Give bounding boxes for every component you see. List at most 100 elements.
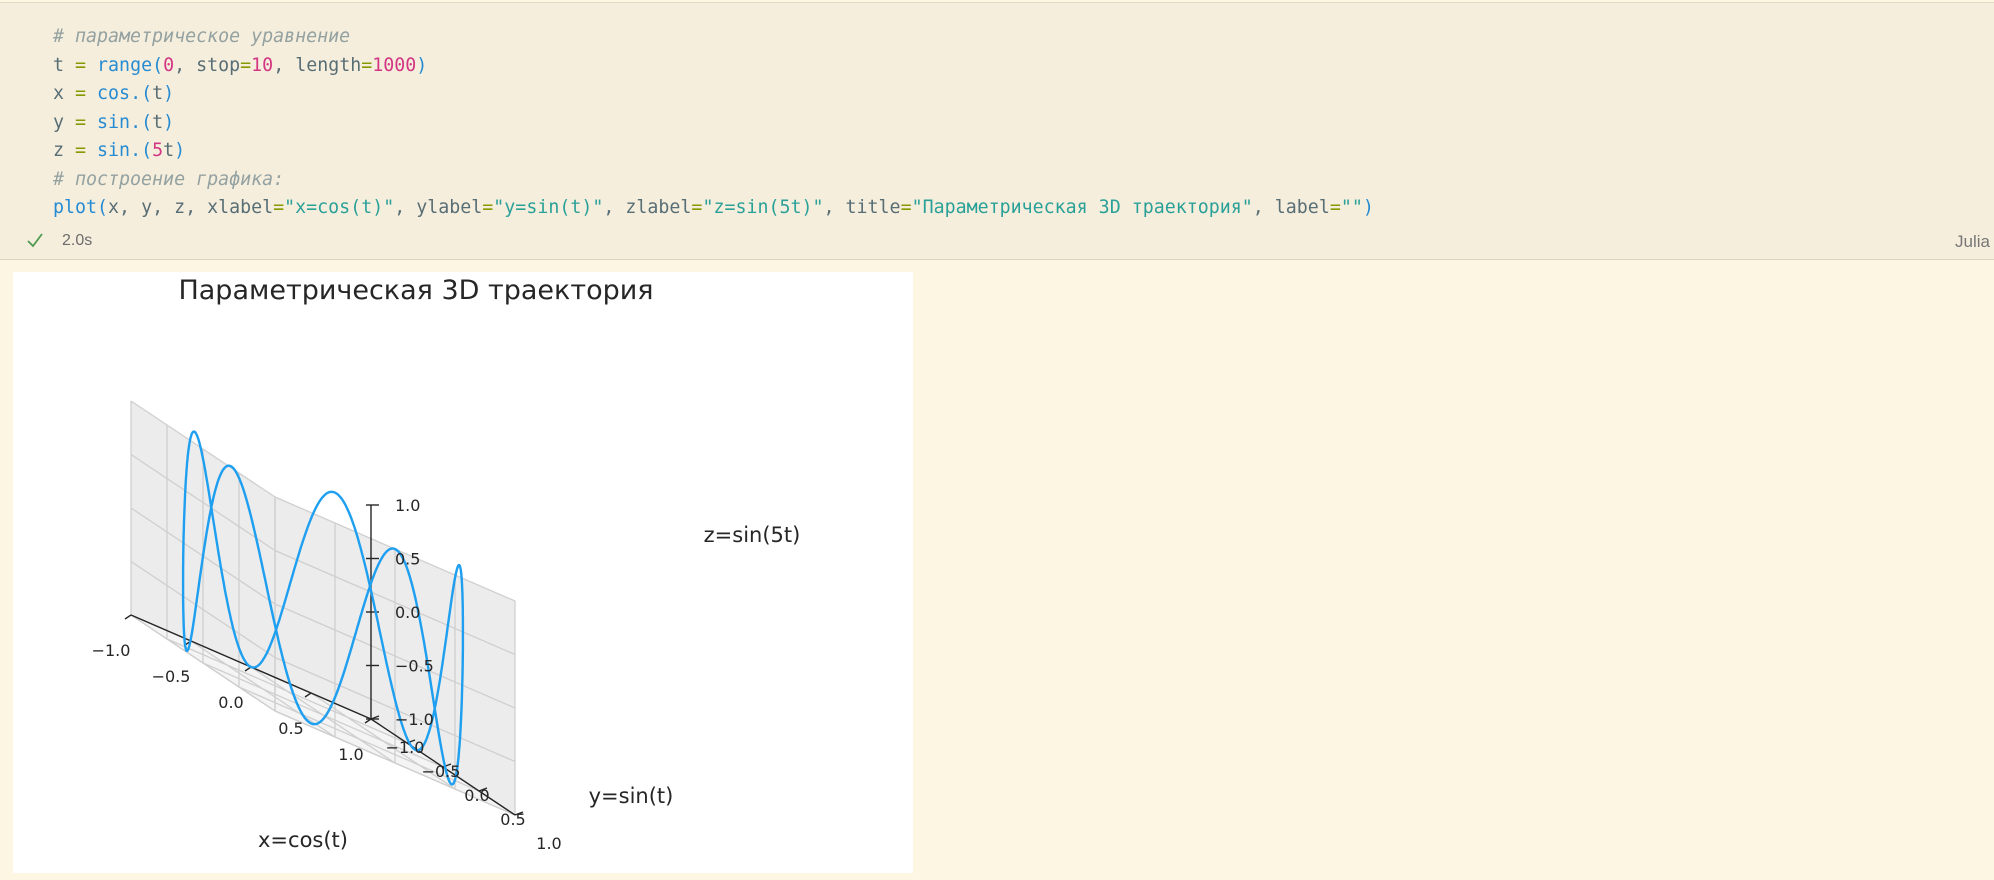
tick-label: −0.5 (152, 667, 191, 686)
tick-label: 1.0 (338, 745, 363, 764)
code-token: , label (1252, 197, 1330, 218)
code-token: y (53, 111, 76, 133)
code-token: cos. (97, 83, 142, 104)
cell-status-bar: 2.0s Julia (0, 226, 1994, 258)
tick-label: 0.5 (278, 719, 303, 738)
trajectory-line (181, 430, 465, 786)
tick-label: 1.0 (536, 834, 561, 853)
code-token: ) (174, 140, 186, 161)
x-tick (124, 614, 132, 620)
check-icon (27, 233, 43, 248)
tick-label: 0.0 (395, 603, 420, 622)
code-token: range (97, 54, 153, 76)
grid-line (202, 662, 444, 768)
x-tick (364, 718, 372, 724)
code-line[interactable]: plot(x, y, z, xlabel="x=cos(t)", ylabel=… (53, 194, 1374, 223)
code-cell[interactable]: # параметрическое уравнение t = range(0, … (0, 2, 1994, 260)
kernel-language[interactable]: Julia (1955, 232, 1990, 251)
code-token: "" (1340, 197, 1363, 218)
code-token: = (75, 83, 87, 104)
code-token: t (53, 54, 76, 76)
x-axis-label: x=cos(t) (258, 828, 348, 852)
grid-line (130, 400, 276, 498)
code-token (86, 55, 97, 76)
grid-line (130, 453, 276, 552)
y-tick (478, 787, 488, 792)
code-token: ( (141, 111, 153, 133)
z-axis-label: z=sin(5t) (704, 523, 801, 547)
code-token: plot (53, 197, 98, 218)
code-token: # параметрическое уравнение (53, 26, 351, 47)
code-token: ) (163, 111, 175, 133)
code-line[interactable]: z = sin.(5t) (53, 137, 1374, 166)
cell-output: Параметрическая 3D траектория −1.0 −1.0 −1… (13, 272, 913, 873)
code-token (86, 140, 97, 161)
plot-title: Параметрическая 3D траектория (178, 275, 653, 306)
code-token: = (273, 197, 285, 218)
tick-label: −0.5 (395, 657, 434, 676)
grid-line (274, 549, 516, 656)
code-token: ( (97, 197, 109, 218)
code-token: , ylabel (394, 197, 483, 218)
trajectory-path (181, 430, 465, 786)
code-token: z (53, 140, 76, 161)
code-token: = (361, 54, 373, 76)
code-token: x, y, z, xlabel (108, 197, 274, 218)
code-token: ) (163, 83, 175, 104)
code-token: "y=sin(t)" (493, 197, 604, 218)
code-token: 5 (152, 140, 164, 161)
code-token: t (152, 111, 164, 133)
grid-line (274, 710, 516, 816)
code-token: 10 (251, 54, 274, 76)
code-line[interactable]: # параметрическое уравнение (53, 23, 1374, 52)
code-token: = (1329, 197, 1341, 218)
tick-label: −1.0 (92, 641, 131, 660)
grid-line (274, 603, 516, 709)
code-token: x (53, 83, 76, 104)
tick-labels: −1.0−1.0−1.0−0.5−0.5−0.50.00.00.00.50.50… (92, 496, 562, 853)
y-axis-label: y=sin(t) (589, 784, 674, 808)
tick-label: 0.5 (500, 810, 525, 829)
tick-label: −0.5 (422, 762, 461, 781)
code-token: = (75, 111, 87, 133)
code-line[interactable]: x = cos.(t) (53, 80, 1374, 109)
code-token: t (152, 83, 164, 104)
code-token: 1000 (372, 54, 417, 76)
code-token: = (75, 54, 87, 76)
code-token: "z=sin(5t)" (702, 197, 824, 218)
x-tick (304, 692, 312, 698)
code-token: sin. (97, 140, 142, 161)
code-token: sin. (97, 111, 142, 133)
tick-label: 0.0 (464, 786, 489, 805)
code-editor[interactable]: # параметрическое уравнение t = range(0, … (53, 23, 1374, 223)
code-token: ( (152, 54, 164, 76)
code-token (86, 83, 97, 104)
code-token: ( (141, 83, 153, 104)
code-token: ) (416, 54, 428, 76)
plot-3d: Параметрическая 3D траектория −1.0 −1.0 −1… (92, 275, 801, 853)
code-token: = (240, 54, 252, 76)
grid-line (310, 692, 456, 790)
code-line[interactable]: y = sin.(t) (53, 109, 1374, 138)
code-token: "Параметрическая 3D траектория" (911, 197, 1253, 218)
code-token: = (75, 140, 87, 161)
y-tick (514, 811, 524, 816)
code-token: t (163, 140, 175, 161)
code-token: , title (823, 197, 901, 218)
code-token: , stop (174, 54, 241, 76)
code-token: "x=cos(t)" (284, 197, 395, 218)
code-token: = (691, 197, 703, 218)
tick-label: −1.0 (386, 738, 425, 757)
code-line[interactable]: t = range(0, stop=10, length=1000) (53, 52, 1374, 81)
tick-label: 1.0 (395, 496, 420, 515)
grid-line (238, 686, 480, 792)
code-token: ( (141, 140, 153, 161)
execution-time: 2.0s (62, 232, 93, 249)
code-line[interactable]: # построение графика: (53, 166, 1374, 195)
code-token: = (482, 197, 494, 218)
tick-label: 0.5 (395, 550, 420, 569)
axes-panes (131, 401, 515, 815)
tick-label: 0.0 (218, 693, 243, 712)
code-token: # построение графика: (53, 168, 285, 190)
